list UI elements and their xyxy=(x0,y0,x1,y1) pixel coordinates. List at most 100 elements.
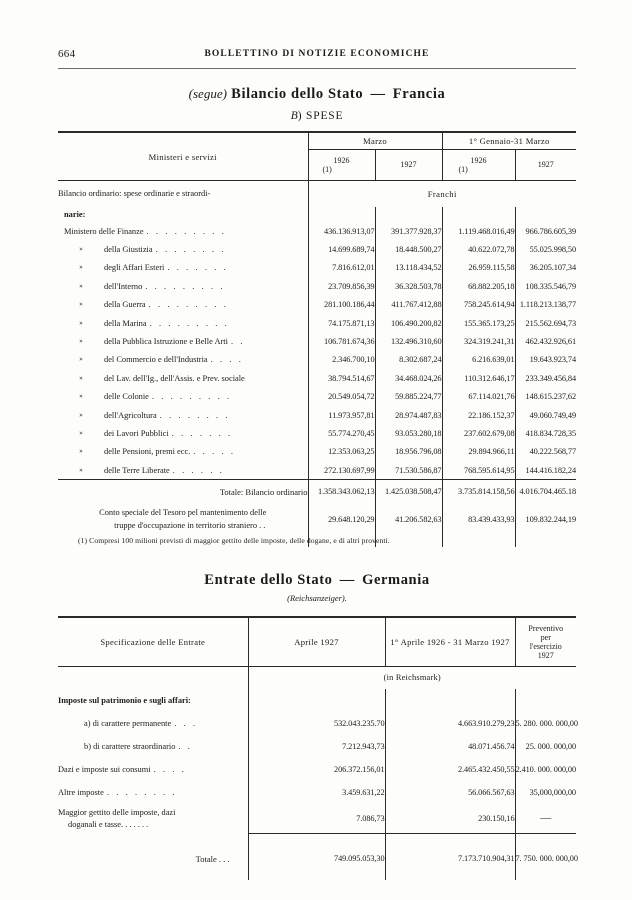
special-value-1926-gennaio-marzo: 83.439.433,93 xyxy=(441,503,515,536)
table-francia-head: Ministeri e servizi Marzo 1° Gennaio-31 … xyxy=(58,131,577,181)
ditto-mark-icon: » xyxy=(79,373,83,382)
table-row: Ministero delle Finanze. . . . . . . . .… xyxy=(58,222,576,241)
dot-leader: . . . . . . . xyxy=(167,263,229,273)
spacer-cell-1 xyxy=(307,207,375,222)
row-value-col-3: 768.595.614,95 xyxy=(441,461,515,480)
special-account-label-line-1: Conto speciale del Tesoro pel mantenimen… xyxy=(99,508,267,518)
row-value-col-4: 462.432.926,61 xyxy=(514,332,576,351)
germania-rule-1 xyxy=(247,833,385,848)
row-label-text: dei Lavori Pubblici xyxy=(104,428,169,438)
header-col-preventivo: Preventivo per l'esercizio 1927 xyxy=(514,616,576,667)
row-value-col-4: 40.222.568,77 xyxy=(514,442,576,462)
ditto-mark-icon: » xyxy=(79,318,83,327)
row-label-ministero: » dei Lavori Pubblici. . . . . . . xyxy=(58,424,308,442)
em-dash-icon-2: — xyxy=(339,572,355,588)
table-row: a) di carattere permanente. . . 532.043.2… xyxy=(58,711,578,735)
germania-tail-2 xyxy=(384,869,515,880)
tail-spacer-4 xyxy=(514,535,577,548)
section-francia-title-country: Francia xyxy=(392,86,446,102)
header-preventivo-line-4: 1927 xyxy=(537,651,554,661)
row-value-col-1: 23.709.856,39 xyxy=(307,277,375,296)
subtitle-letter: B xyxy=(290,110,298,122)
table-germania-rule-row xyxy=(58,833,576,848)
table-francia-foot: Totale: Bilancio ordinario 1.358.343.062… xyxy=(58,478,577,548)
dot-leader: . . . . . . . xyxy=(171,428,233,438)
header-col-1926-gennaio-marzo: 1926 (1) xyxy=(441,149,515,181)
ditto-mark-icon: » xyxy=(79,337,83,346)
row-value-col-1: 206.372.156,01 xyxy=(247,757,385,781)
special-value-1927-marzo: 41.206.582,63 xyxy=(374,503,442,536)
dot-leader: . . . . . . . . . xyxy=(149,318,230,328)
ditto-mark-icon: » xyxy=(79,447,83,456)
germania-total-label: Totale . . . xyxy=(195,853,230,864)
header-col-aprile-1926-marzo-1927: 1° Aprile 1926 - 31 Marzo 1927 xyxy=(384,616,515,667)
row-label-text: della Marina xyxy=(104,318,147,328)
row-value-col-1: 7.816.612,01 xyxy=(307,258,375,278)
header-col-1927-gennaio-marzo: 1927 xyxy=(514,149,577,181)
row-value-col-4: 144.416.182,24 xyxy=(514,461,576,480)
dot-leader: . . . . . . . . . xyxy=(145,281,226,291)
ditto-mark-icon: » xyxy=(79,245,83,254)
row-value-col-3 xyxy=(514,688,576,712)
ditto-mark-icon: » xyxy=(79,465,83,474)
germania-total-aprile-1927: 749.095.053,30 xyxy=(247,847,385,870)
row-value-col-1: 3.459.631,22 xyxy=(247,780,385,804)
row-label-text: delle Colonie xyxy=(104,392,149,402)
row-label-text: dell'Interno xyxy=(104,281,143,291)
currency-label-franchi: Franchi xyxy=(307,180,577,207)
row-value-col-2: 411.767.412,88 xyxy=(374,295,442,314)
section-francia-title-main: Bilancio dello Stato xyxy=(231,86,364,102)
tail-spacer-2 xyxy=(374,535,442,548)
header-col-1926-gm-year: 1926 xyxy=(470,155,487,165)
row-label-ministero: » delle Terre Liberate. . . . . . xyxy=(58,461,308,479)
header-group-gennaio-marzo: 1° Gennaio-31 Marzo xyxy=(441,131,577,150)
table-row: » dell'Interno. . . . . . . . . 23.709.856… xyxy=(58,277,576,296)
running-head-title: BOLLETTINO DI NOTIZIE ECONOMICHE xyxy=(204,49,430,59)
row-value-col-2: 18.448.500,27 xyxy=(374,240,442,259)
row-label-text: Dazi e imposte sui consumi xyxy=(58,764,151,774)
ditto-mark-icon: » xyxy=(79,392,83,401)
table-entrate-germania: Specificazione delle Entrate Aprile 1927… xyxy=(58,616,578,880)
row-value-col-2: 13.118.434,52 xyxy=(374,258,442,278)
table-row: » degli Affari Esteri. . . . . . . 7.816.6… xyxy=(58,258,576,278)
tail-spacer-1 xyxy=(307,535,375,548)
row-value-col-1: 532.043.235.70 xyxy=(247,711,385,735)
ditto-mark-icon: » xyxy=(79,300,83,309)
running-head-rule xyxy=(58,68,576,69)
row-value-col-4: 215.562.694,73 xyxy=(514,313,576,333)
row-value-col-4: 418.834.728,35 xyxy=(514,424,576,443)
row-value-col-3: 40.622.072,78 xyxy=(441,240,515,259)
row-value-col-3: 35,000,000,00 xyxy=(514,780,576,804)
table-row: » delle Pensioni, premi ecc.. . . . . 12.3… xyxy=(58,442,576,462)
row-value-col-2: 36.328.503,78 xyxy=(374,277,442,296)
row-label-ministero: Ministero delle Finanze. . . . . . . . . xyxy=(58,222,308,240)
row-label-ministero: » del Lav. dell'Ig., dell'Assis. e Prev. … xyxy=(58,369,308,387)
table-row: » del Commercio e dell'Industria. . . . 2.… xyxy=(58,350,576,370)
table-row: Dazi e imposte sui consumi. . . . 206.372… xyxy=(58,757,576,781)
row-value-col-1: 106.781.674,36 xyxy=(307,332,375,351)
running-head: 664 BOLLETTINO DI NOTIZIE ECONOMICHE xyxy=(58,48,576,68)
table-germania-currency-row: (in Reichsmark) xyxy=(58,666,576,689)
row-value-col-1: 20.549.054,72 xyxy=(307,387,375,406)
row-label-text: delle Terre Liberate xyxy=(104,465,170,475)
table-francia-special-row: Conto speciale del Tesoro pel mantenimen… xyxy=(58,503,576,536)
row-value-col-4: 966.786.605,39 xyxy=(514,222,576,241)
row-value-col-1: 38.794.514,67 xyxy=(307,369,375,388)
section-francia-title: (segue) Bilancio dello Stato — Francia xyxy=(58,86,576,103)
row-value-col-2: 28.974.487,83 xyxy=(374,405,442,425)
table-row: » della Guerra. . . . . . . . . 281.100.18… xyxy=(58,295,576,314)
row-value-col-1: 2.346.700,10 xyxy=(307,350,375,370)
maggior-gettito-value-preventivo: — xyxy=(514,803,576,834)
row-value-col-3: 29.894.966,11 xyxy=(441,442,515,462)
section-germania-heading: Entrate dello Stato — Germania (Reichsan… xyxy=(58,572,576,603)
germania-currency-spacer xyxy=(58,666,248,689)
row-label-text: della Guerra xyxy=(104,300,146,310)
header-preventivo-line-3: l'esercizio xyxy=(529,642,562,651)
table-francia-preamble-row-2: narie: xyxy=(58,207,577,222)
row-value-col-4: 148.615.237,62 xyxy=(514,387,576,406)
row-label-ministero: » delle Pensioni, premi ecc.. . . . . xyxy=(58,443,308,461)
section-germania-title-main: Entrate dello Stato xyxy=(204,572,333,588)
section-germania-source: (Reichsanzeiger). xyxy=(287,593,347,603)
row-value-col-1: 74.175.871,13 xyxy=(307,313,375,333)
